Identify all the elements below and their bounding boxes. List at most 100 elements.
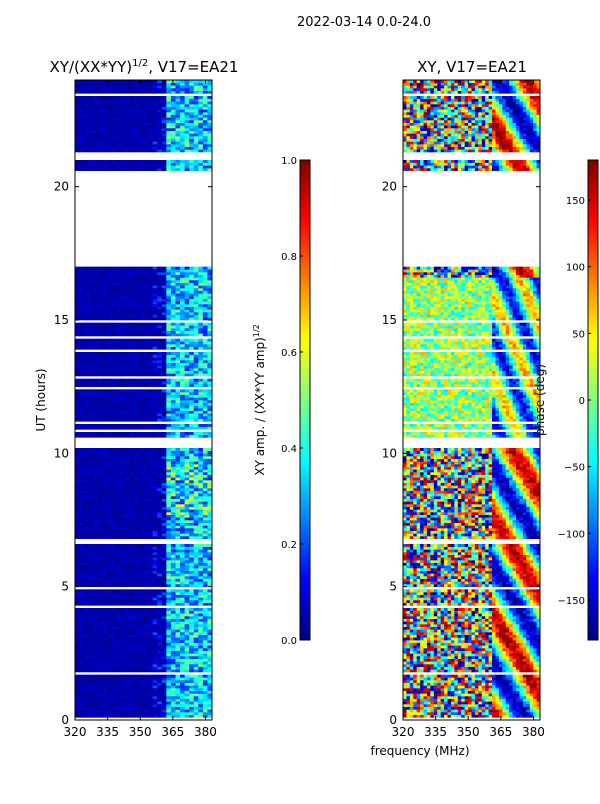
heat-cell (152, 165, 158, 169)
heat-cell (207, 306, 212, 310)
heat-cell (189, 448, 195, 451)
heat-cell (106, 653, 112, 657)
heat-cell (79, 677, 85, 681)
heat-cell (138, 322, 144, 326)
heat-cell (79, 354, 85, 358)
heat-cell (157, 322, 163, 326)
heat-cell (207, 653, 212, 657)
heat-cell (193, 661, 199, 665)
heat-cell (189, 352, 195, 355)
heat-cell (148, 322, 154, 326)
heat-cell (198, 290, 204, 294)
heat-cell (138, 162, 144, 166)
heat-cell (129, 381, 135, 385)
heat-cell (106, 581, 112, 585)
heat-cell (202, 146, 208, 150)
heat-cell (170, 696, 176, 699)
heat-cell (138, 136, 144, 139)
heat-cell (111, 381, 117, 385)
heat-cell (148, 557, 154, 561)
heat-cell (129, 498, 135, 502)
heat-cell (125, 714, 131, 718)
heat-cell (84, 288, 90, 291)
heat-cell (166, 448, 172, 451)
heat-cell (148, 141, 154, 145)
heat-cell (102, 384, 108, 387)
heat-cell (180, 453, 185, 457)
heat-cell (106, 325, 112, 329)
heat-cell (207, 408, 212, 411)
heat-cell (198, 530, 204, 534)
heat-cell (175, 296, 181, 299)
heat-cell (189, 506, 195, 510)
heat-cell (193, 458, 199, 462)
heat-cell (75, 352, 80, 355)
heat-cell (207, 602, 212, 606)
heat-cell (116, 536, 122, 539)
heat-cell (202, 477, 208, 481)
heat-cell (180, 688, 185, 691)
heat-cell (88, 405, 94, 409)
heat-cell (152, 394, 158, 398)
heat-cell (175, 408, 181, 411)
heat-cell (202, 698, 208, 702)
heat-cell (189, 552, 195, 555)
heat-cell (97, 528, 103, 531)
heat-cell (180, 501, 185, 505)
heat-cell (202, 301, 208, 305)
heat-cell (189, 517, 195, 521)
heat-cell (134, 709, 140, 713)
heat-cell (166, 314, 172, 318)
heat-cell (138, 312, 144, 315)
heat-cell (106, 360, 112, 363)
heat-cell (116, 296, 122, 299)
heat-cell (102, 461, 108, 465)
heat-cell (175, 304, 181, 307)
heat-cell (157, 136, 163, 139)
heat-cell (111, 138, 117, 142)
heat-cell (157, 394, 163, 398)
heat-cell (148, 458, 154, 462)
heat-cell (166, 389, 172, 393)
heat-cell (102, 448, 108, 451)
heat-cell (93, 352, 99, 355)
heat-cell (157, 544, 163, 547)
heat-cell (175, 629, 181, 633)
heat-cell (161, 645, 167, 649)
heat-cell (93, 680, 99, 683)
heat-cell (84, 546, 90, 550)
heat-cell (157, 664, 163, 667)
heat-cell (193, 600, 199, 603)
heat-cell (193, 546, 199, 550)
heat-cell (120, 128, 126, 131)
heat-cell (184, 146, 190, 150)
heat-cell (84, 624, 90, 627)
heat-cell (75, 144, 80, 147)
heat-cell (134, 648, 140, 651)
heat-cell (143, 664, 149, 667)
heat-cell (207, 496, 212, 499)
heat-cell (106, 288, 112, 291)
heat-cell (120, 616, 126, 619)
heat-cell (157, 346, 163, 350)
heat-cell (93, 632, 99, 635)
heat-cell (157, 501, 163, 505)
heat-cell (189, 674, 195, 678)
heat-cell (157, 301, 163, 305)
heat-cell (161, 280, 167, 283)
heat-cell (116, 634, 122, 638)
heat-cell (189, 706, 195, 710)
heat-cell (93, 354, 99, 358)
heat-cell (184, 272, 190, 275)
heat-cell (193, 557, 199, 561)
heat-cell (143, 418, 149, 422)
heat-cell (193, 346, 199, 350)
heat-cell (84, 696, 90, 699)
heat-cell (193, 501, 199, 505)
heat-cell (134, 608, 140, 611)
heat-cell (175, 704, 181, 707)
heat-cell (106, 458, 112, 462)
heat-cell (161, 706, 167, 710)
heat-cell (143, 136, 149, 139)
heat-cell (79, 296, 85, 299)
